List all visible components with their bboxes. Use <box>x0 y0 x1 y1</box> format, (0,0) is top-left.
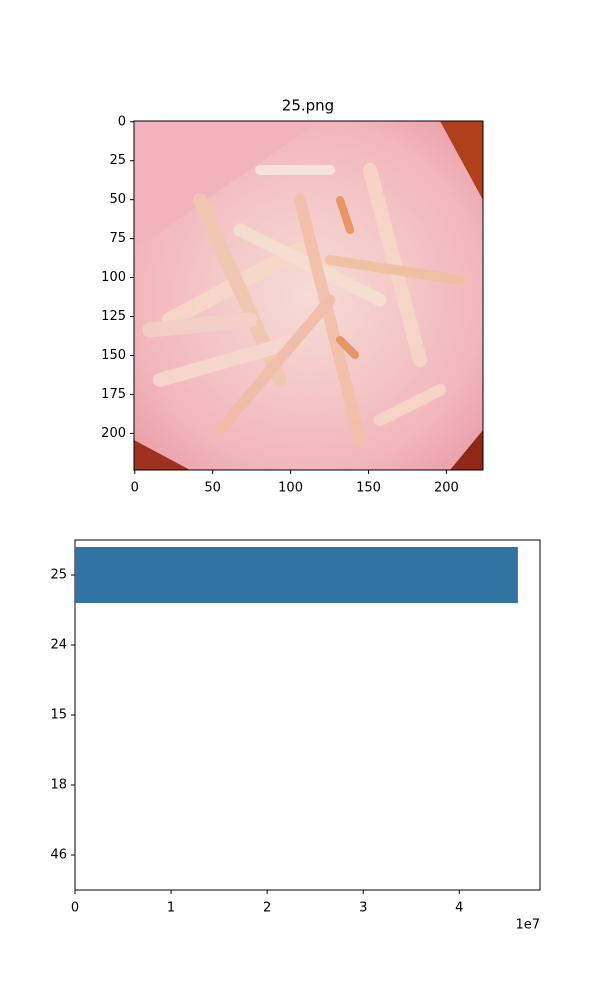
image-frame <box>133 120 484 471</box>
y-tick-label: 46 <box>50 848 67 863</box>
y-tick-label: 150 <box>101 348 126 363</box>
y-tick-label: 50 <box>109 192 126 207</box>
x-tick-label: 50 <box>204 481 221 496</box>
y-tick-label: 0 <box>118 114 126 129</box>
y-tick-label: 175 <box>101 387 126 402</box>
x-tick-label: 3 <box>359 901 367 916</box>
x-tick-label: 1 <box>167 901 175 916</box>
y-tick-label: 100 <box>101 270 126 285</box>
y-tick-label: 18 <box>50 778 67 793</box>
image-title: 25.png <box>282 97 334 115</box>
y-tick-label: 75 <box>109 231 126 246</box>
x-tick-label: 200 <box>434 481 459 496</box>
x-tick-label: 100 <box>278 481 303 496</box>
y-tick-label: 25 <box>109 153 126 168</box>
y-tick-label: 125 <box>101 309 126 324</box>
y-tick-label: 25 <box>50 568 67 583</box>
y-tick-label: 15 <box>50 708 67 723</box>
x-tick-label: 150 <box>356 481 381 496</box>
x-tick-label: 0 <box>71 901 79 916</box>
y-tick-label: 24 <box>50 638 67 653</box>
x-tick-label: 4 <box>455 901 463 916</box>
x-tick-label: 2 <box>263 901 271 916</box>
y-tick-label: 200 <box>101 426 126 441</box>
bar <box>75 547 518 603</box>
image <box>134 121 483 470</box>
x-offset-label: 1e7 <box>515 918 540 933</box>
x-tick-label: 0 <box>131 481 139 496</box>
